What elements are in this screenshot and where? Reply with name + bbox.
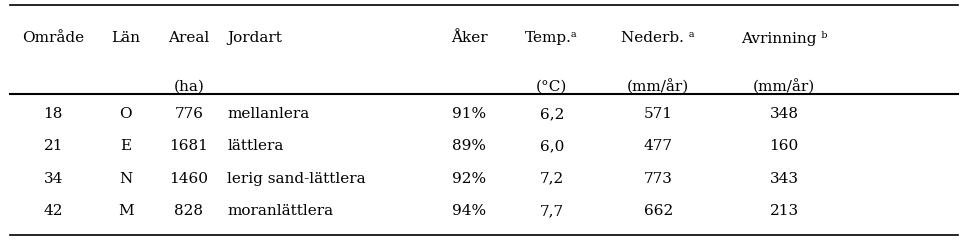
Text: Jordart: Jordart bbox=[227, 31, 283, 45]
Text: 662: 662 bbox=[644, 204, 673, 218]
Text: lättlera: lättlera bbox=[227, 139, 284, 153]
Text: 18: 18 bbox=[44, 107, 63, 121]
Text: 348: 348 bbox=[770, 107, 799, 121]
Text: lerig sand-lättlera: lerig sand-lättlera bbox=[227, 172, 366, 186]
Text: 89%: 89% bbox=[452, 139, 487, 153]
Text: 7,2: 7,2 bbox=[539, 172, 564, 186]
Text: Areal: Areal bbox=[168, 31, 209, 45]
Text: 94%: 94% bbox=[452, 204, 487, 218]
Text: 1681: 1681 bbox=[169, 139, 208, 153]
Text: 6,0: 6,0 bbox=[539, 139, 564, 153]
Text: Nederb. ᵃ: Nederb. ᵃ bbox=[621, 31, 695, 45]
Text: 6,2: 6,2 bbox=[539, 107, 564, 121]
Text: O: O bbox=[119, 107, 133, 121]
Text: 776: 776 bbox=[174, 107, 203, 121]
Text: (ha): (ha) bbox=[173, 79, 204, 93]
Text: Avrinning ᵇ: Avrinning ᵇ bbox=[741, 31, 828, 46]
Text: 91%: 91% bbox=[452, 107, 487, 121]
Text: Område: Område bbox=[22, 31, 84, 45]
Text: (mm/år): (mm/år) bbox=[753, 79, 815, 94]
Text: 92%: 92% bbox=[452, 172, 487, 186]
Text: 21: 21 bbox=[44, 139, 63, 153]
Text: moranlättlera: moranlättlera bbox=[227, 204, 334, 218]
Text: N: N bbox=[119, 172, 133, 186]
Text: 773: 773 bbox=[644, 172, 673, 186]
Text: E: E bbox=[120, 139, 132, 153]
Text: 828: 828 bbox=[174, 204, 203, 218]
Text: 343: 343 bbox=[770, 172, 799, 186]
Text: Län: Län bbox=[111, 31, 140, 45]
Text: 477: 477 bbox=[644, 139, 673, 153]
Text: 213: 213 bbox=[770, 204, 799, 218]
Text: 1460: 1460 bbox=[169, 172, 208, 186]
Text: 42: 42 bbox=[44, 204, 63, 218]
Text: 160: 160 bbox=[770, 139, 799, 153]
Text: 7,7: 7,7 bbox=[540, 204, 563, 218]
Text: 34: 34 bbox=[44, 172, 63, 186]
Text: (mm/år): (mm/år) bbox=[627, 79, 689, 94]
Text: Åker: Åker bbox=[451, 31, 488, 45]
Text: (°C): (°C) bbox=[536, 79, 567, 93]
Text: Temp.ᵃ: Temp.ᵃ bbox=[526, 31, 578, 45]
Text: mellanlera: mellanlera bbox=[227, 107, 310, 121]
Text: M: M bbox=[118, 204, 134, 218]
Text: 571: 571 bbox=[644, 107, 673, 121]
